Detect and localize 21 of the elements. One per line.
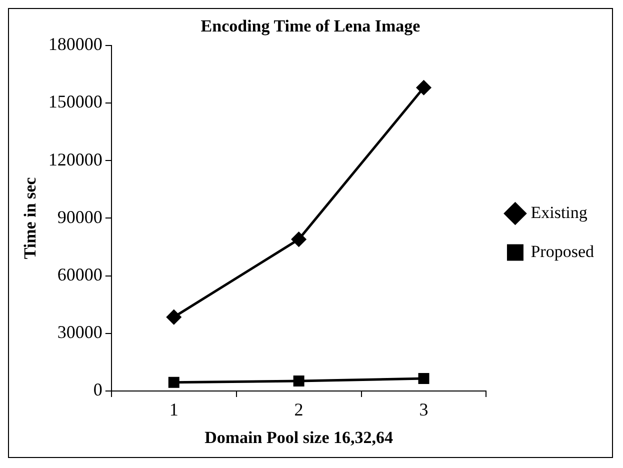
point — [416, 80, 432, 95]
point — [418, 373, 430, 384]
y-tick-label: 0 — [93, 380, 102, 400]
point — [292, 232, 306, 247]
y-tick-label: 180000 — [48, 34, 102, 54]
x-tick-label: 3 — [419, 400, 428, 420]
y-tick-label: 150000 — [48, 92, 102, 112]
chart-title: Encoding Time of Lena Image — [200, 16, 421, 36]
legend-label: Proposed — [530, 242, 594, 261]
y-tick-label: 60000 — [57, 264, 102, 285]
y-tick-label: 30000 — [57, 322, 102, 342]
y-tick-label: 120000 — [48, 149, 102, 170]
point — [293, 376, 304, 387]
x-axis-title: Domain Pool size 16,32,64 — [204, 428, 394, 448]
legend-label: Existing — [530, 202, 588, 222]
x-tick-label: 2 — [294, 400, 304, 420]
x-tick-label: 1 — [169, 400, 178, 420]
point — [168, 376, 180, 388]
point — [166, 310, 182, 324]
y-axis-title: Time in sec — [20, 176, 40, 260]
y-tick-label: 90000 — [57, 206, 102, 227]
